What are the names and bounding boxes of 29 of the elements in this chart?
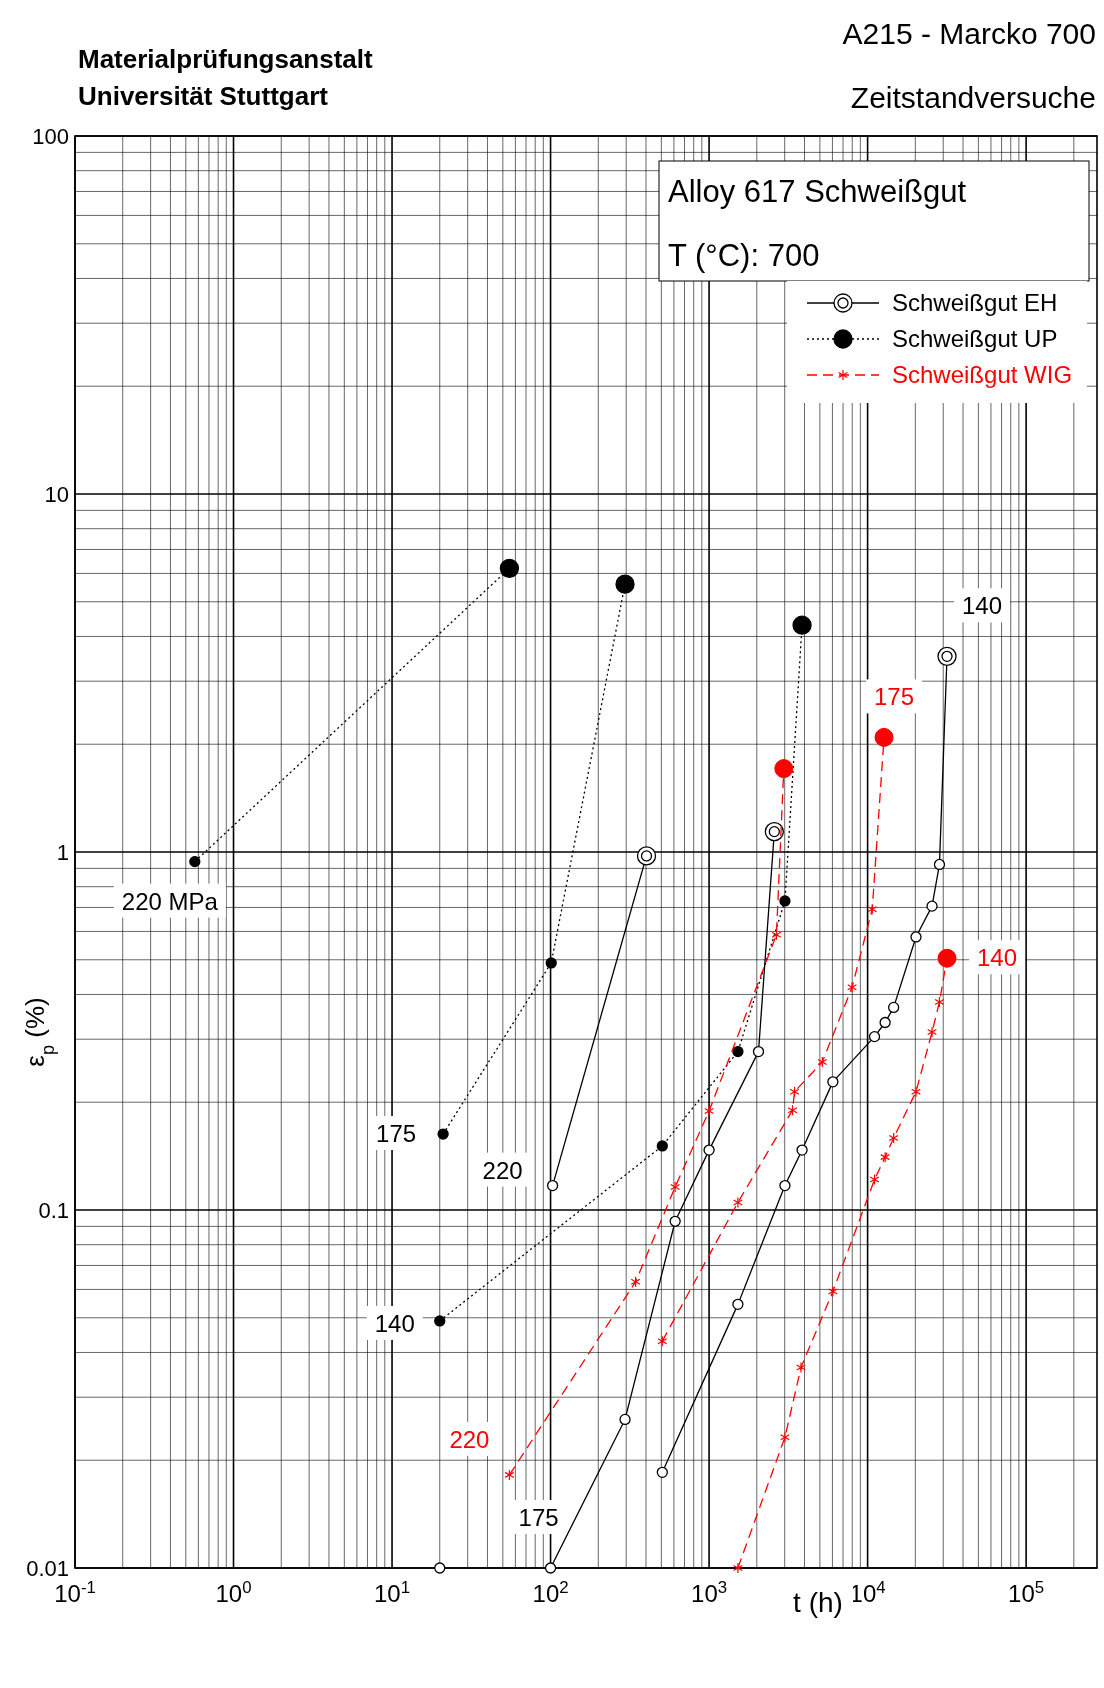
y-tick-label: 100 <box>32 124 69 149</box>
annotation: T (°C): 700 <box>668 238 820 273</box>
annotation: 175 <box>518 1504 559 1531</box>
legend-label: Schweißgut EH <box>892 289 1058 316</box>
x-axis-title: t (h) <box>793 1587 843 1618</box>
annotation: 220 <box>482 1156 523 1184</box>
legend-label: Schweißgut UP <box>892 325 1058 352</box>
annotation: Alloy 617 Schweißgut <box>668 174 967 209</box>
annotation: 140 <box>977 944 1018 972</box>
legend-label: Schweißgut WIG <box>892 361 1073 388</box>
info-box: Alloy 617 Schweißgut T (°C): 700 <box>658 160 1090 282</box>
y-tick-label: 10 <box>44 482 69 507</box>
x-tick-label: 10$^{2}$ <box>532 1577 569 1607</box>
x-tick-label: 10$^{4}$ <box>849 1577 886 1607</box>
x-tick-label: 10$^{0}$ <box>215 1577 252 1607</box>
x-tick-label: 10$^{3}$ <box>691 1577 728 1607</box>
x-tick-label: 10$^{1}$ <box>374 1577 411 1607</box>
annotation: 220 MPa <box>121 887 219 915</box>
x-tick-label: 10$^{5}$ <box>1008 1577 1045 1607</box>
chart-title: A215 - Marcko 700 <box>842 17 1096 50</box>
annotation: 175 <box>874 683 915 711</box>
annotation: 140 <box>374 1309 415 1337</box>
chart-subtitle: Zeitstandversuche <box>850 81 1096 114</box>
annotation: 220 <box>449 1425 490 1453</box>
text: Materialprüfungsanstalt Universität Stuttgart <box>78 44 374 111</box>
annotation: 175 <box>376 1120 417 1148</box>
y-tick-label: 1 <box>56 840 69 865</box>
y-tick-label: 0.1 <box>38 1198 69 1223</box>
annotation: 140 <box>962 592 1003 620</box>
